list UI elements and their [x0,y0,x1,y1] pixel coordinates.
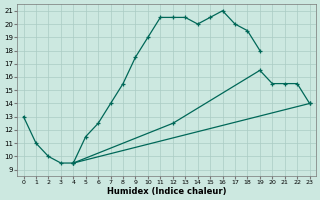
X-axis label: Humidex (Indice chaleur): Humidex (Indice chaleur) [107,187,226,196]
